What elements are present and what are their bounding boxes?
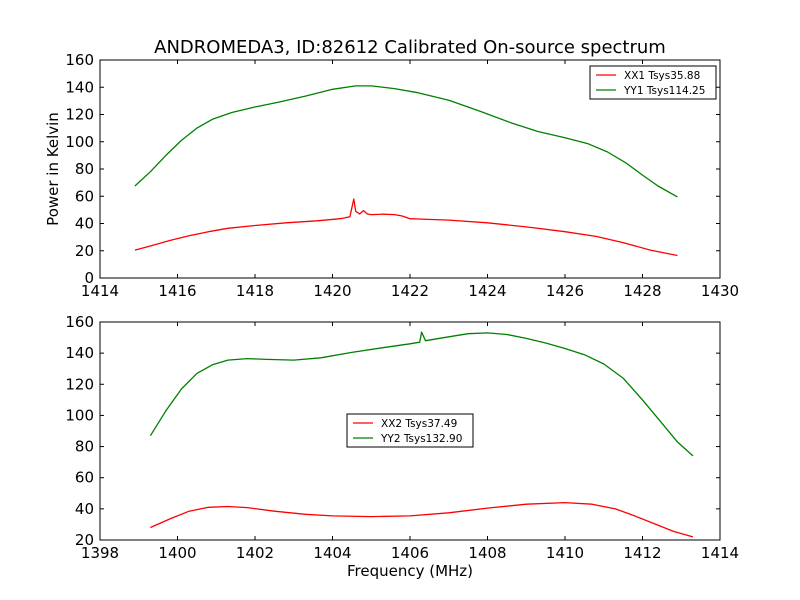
plot2-ytick-label-4: 100 bbox=[65, 406, 94, 424]
plot1-xtick-label-8: 1430 bbox=[701, 282, 739, 300]
plot1-series-1-line bbox=[134, 198, 678, 257]
plot1-legend-label-1: XX1 Tsys35.88 bbox=[624, 70, 700, 82]
plot2-series-2-line bbox=[149, 331, 694, 457]
plot2-xtick-label-2: 1402 bbox=[236, 544, 274, 562]
plot1-legend bbox=[589, 65, 717, 100]
plot1-ytick-label-5: 100 bbox=[65, 133, 94, 151]
plot2-ytick-label-3: 80 bbox=[75, 438, 94, 456]
plot2-xtick-label-6: 1410 bbox=[546, 544, 584, 562]
plot1-legend-label-2: YY1 Tsys114.25 bbox=[623, 85, 705, 97]
plot2-series-1-line bbox=[150, 501, 694, 538]
plot2-ytick-label-5: 120 bbox=[65, 375, 94, 393]
plot1-xtick-label-1: 1416 bbox=[158, 282, 196, 300]
plot2-xlabel: Frequency (MHz) bbox=[347, 562, 473, 580]
plot1-xtick-label-7: 1428 bbox=[623, 282, 661, 300]
plot2-xtick-label-1: 1400 bbox=[158, 544, 196, 562]
plot2-legend-label-1: XX2 Tsys37.49 bbox=[381, 418, 457, 430]
plot1-xtick-label-2: 1418 bbox=[236, 282, 274, 300]
plot1-ytick-label-8: 160 bbox=[65, 51, 94, 69]
plot2-xtick-label-8: 1414 bbox=[701, 544, 739, 562]
plot1-series-2-line bbox=[134, 85, 678, 198]
plot2-legend-label-2: YY2 Tsys132.90 bbox=[380, 433, 462, 445]
plot2-ytick-label-6: 140 bbox=[65, 344, 94, 362]
plot1-xtick-label-5: 1424 bbox=[468, 282, 506, 300]
plot2-xtick-label-4: 1406 bbox=[391, 544, 429, 562]
plot2-ytick-label-2: 60 bbox=[75, 469, 94, 487]
plot1-xtick-label-6: 1426 bbox=[546, 282, 584, 300]
plot1-ytick-label-7: 140 bbox=[65, 78, 94, 96]
plot2-legend bbox=[346, 413, 474, 448]
plot1-xtick-label-4: 1422 bbox=[391, 282, 429, 300]
plot1-xtick-label-0: 1414 bbox=[81, 282, 119, 300]
plot1-ytick-label-1: 20 bbox=[75, 242, 94, 260]
plot1-ytick-label-4: 80 bbox=[75, 160, 94, 178]
plot2-xtick-label-7: 1412 bbox=[623, 544, 661, 562]
plot1-ytick-label-6: 120 bbox=[65, 106, 94, 124]
plot2-ytick-label-0: 20 bbox=[75, 531, 94, 549]
plot2-xtick-label-5: 1408 bbox=[468, 544, 506, 562]
plot1-xtick-label-3: 1420 bbox=[313, 282, 351, 300]
plot2-ytick-label-1: 40 bbox=[75, 500, 94, 518]
plot1-ytick-label-2: 40 bbox=[75, 215, 94, 233]
plot2-xtick-label-3: 1404 bbox=[313, 544, 351, 562]
plot1-ytick-label-0: 0 bbox=[84, 269, 94, 287]
plot2-xtick-label-0: 1398 bbox=[81, 544, 119, 562]
figure-title: ANDROMEDA3, ID:82612 Calibrated On-sourc… bbox=[154, 37, 666, 58]
plot1-ytick-label-3: 60 bbox=[75, 187, 94, 205]
plot1-ylabel: Power in Kelvin bbox=[44, 112, 62, 226]
plot2-ytick-label-7: 160 bbox=[65, 313, 94, 331]
